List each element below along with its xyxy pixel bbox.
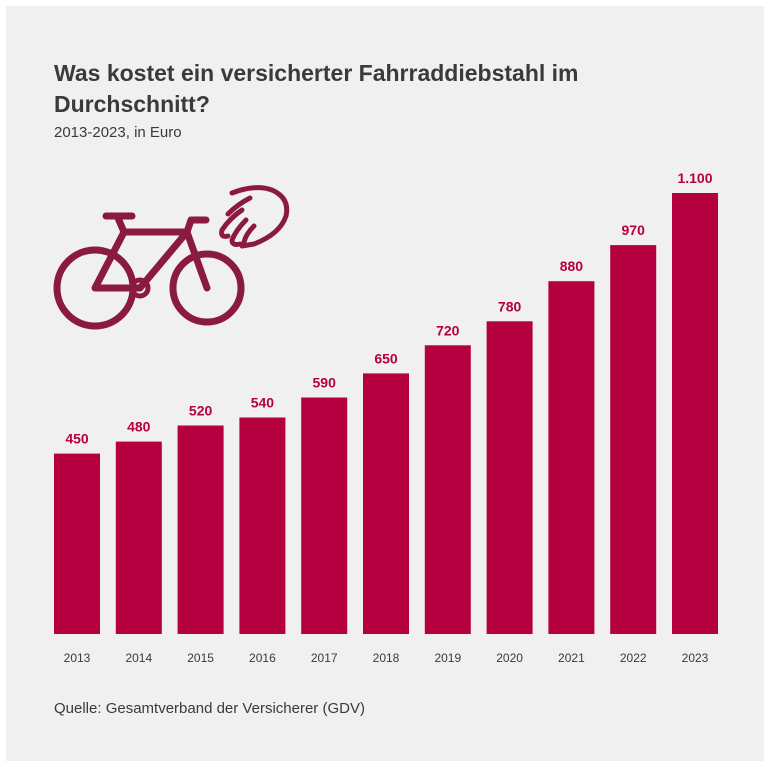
bar-2015: [177, 425, 224, 634]
hand-icon: [219, 185, 290, 249]
bar-2019: [424, 345, 471, 634]
x-tick-label-2022: 2022: [620, 651, 647, 665]
bar-2023: [672, 193, 718, 634]
bar-2014: [115, 441, 162, 634]
x-tick-label-2014: 2014: [125, 651, 152, 665]
source-note: Quelle: Gesamtverband der Versicherer (G…: [54, 700, 365, 717]
bars-group: [54, 193, 718, 634]
bar-2022: [610, 245, 657, 634]
chart-title: Was kostet ein versicherter Fahrraddiebs…: [54, 60, 579, 117]
x-tick-label-2019: 2019: [434, 651, 461, 665]
bar-2018: [363, 373, 409, 634]
value-label-2017: 590: [313, 375, 337, 391]
bicycle-icon: [53, 212, 245, 330]
bar-2017: [301, 397, 348, 634]
value-label-2015: 520: [189, 403, 213, 419]
x-tick-label-2015: 2015: [187, 651, 214, 665]
value-label-2013: 450: [65, 431, 89, 447]
value-label-2019: 720: [436, 322, 460, 338]
x-tick-label-2017: 2017: [311, 651, 338, 665]
x-tick-labels-group: 2013 2014 2015 2016 2017 2018 2019 2020 2021 2022…: [64, 651, 709, 665]
value-label-2020: 780: [498, 298, 522, 314]
value-label-2021: 880: [560, 258, 584, 274]
bar-2021: [548, 281, 595, 634]
value-label-2016: 540: [251, 395, 275, 411]
value-label-2018: 650: [374, 350, 398, 366]
x-tick-label-2021: 2021: [558, 651, 585, 665]
bar-2013: [54, 453, 100, 634]
bar-2020: [486, 321, 533, 634]
x-tick-label-2013: 2013: [64, 651, 91, 665]
x-tick-label-2016: 2016: [249, 651, 276, 665]
value-label-2022: 970: [622, 222, 646, 238]
chart-subtitle: 2013-2023, in Euro: [54, 124, 182, 141]
x-tick-label-2023: 2023: [682, 651, 709, 665]
x-tick-label-2018: 2018: [373, 651, 400, 665]
value-label-2014: 480: [127, 419, 151, 435]
bar-2016: [239, 417, 286, 634]
x-tick-label-2020: 2020: [496, 651, 523, 665]
value-label-2023: 1.100: [677, 170, 712, 186]
value-labels-group: 450 480 520 540 590 650 720 780 880 970 1.100: [65, 170, 712, 447]
